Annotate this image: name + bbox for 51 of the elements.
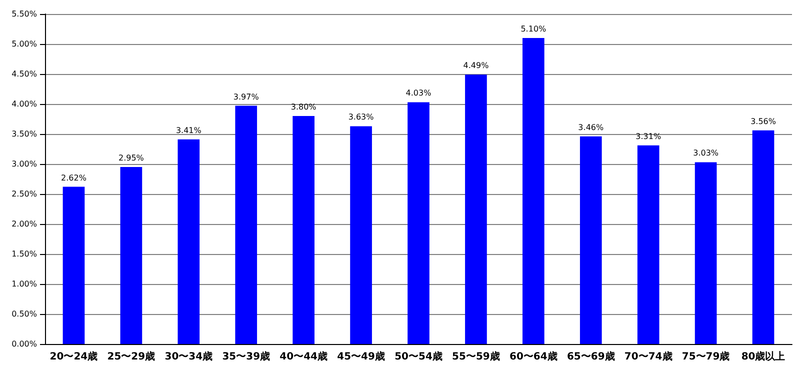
x-tick-label: 25〜29歳 [107, 350, 156, 362]
bar [637, 145, 660, 344]
x-tick-label: 80歳以上 [741, 350, 786, 362]
y-tick-label: 0.00% [12, 340, 38, 348]
y-tick-label: 3.50% [12, 130, 38, 138]
y-tick-label: 5.00% [12, 40, 38, 48]
data-label: 3.31% [636, 132, 662, 141]
data-label: 2.62% [61, 173, 87, 182]
bar [752, 130, 774, 344]
x-tick-label: 35〜39歳 [222, 350, 270, 362]
data-label: 3.56% [750, 116, 776, 126]
bar [178, 139, 200, 344]
y-tick-label: 0.50% [12, 310, 38, 318]
bar [408, 102, 430, 344]
bar [694, 162, 717, 344]
x-tick-label: 20〜24歳 [50, 350, 98, 362]
x-tick-label: 70〜74歳 [624, 350, 672, 362]
y-tick-label: 1.50% [12, 250, 38, 258]
data-label: 3.41% [176, 126, 202, 135]
x-tick-label: 45〜49歳 [337, 350, 385, 362]
y-tick-label: 2.50% [12, 190, 38, 198]
bar [292, 116, 314, 344]
data-label: 4.03% [406, 88, 432, 98]
y-tick-label: 2.00% [12, 220, 38, 228]
bar [235, 106, 258, 344]
data-label: 3.80% [290, 102, 317, 112]
data-label: 3.63% [348, 112, 374, 122]
x-tick-label: 55〜59歳 [452, 350, 500, 362]
bar [465, 74, 487, 344]
x-tick-label: 60〜64歳 [510, 350, 558, 362]
bar [62, 186, 85, 344]
y-tick-label: 1.00% [12, 280, 38, 288]
y-tick-label: 3.00% [12, 160, 38, 168]
data-label: 5.10% [520, 24, 547, 34]
y-tick-label: 5.50% [12, 10, 38, 18]
data-label: 3.03% [693, 148, 719, 158]
bar [350, 126, 372, 344]
x-tick-label: 65〜69歳 [566, 350, 615, 362]
data-label: 2.95% [118, 154, 144, 162]
x-tick-label: 75〜79歳 [682, 350, 730, 362]
bar [580, 136, 602, 344]
x-tick-label: 40〜44歳 [280, 350, 328, 362]
bar [522, 38, 544, 344]
x-tick-label: 30〜34歳 [164, 350, 213, 362]
y-tick-label: 4.00% [12, 100, 38, 108]
data-label: 4.49% [463, 61, 490, 70]
data-label: 3.97% [233, 92, 260, 102]
data-label: 3.46% [578, 122, 604, 132]
y-tick-label: 4.50% [12, 70, 38, 78]
x-tick-label: 50〜54歳 [394, 350, 442, 362]
bar [120, 167, 142, 344]
